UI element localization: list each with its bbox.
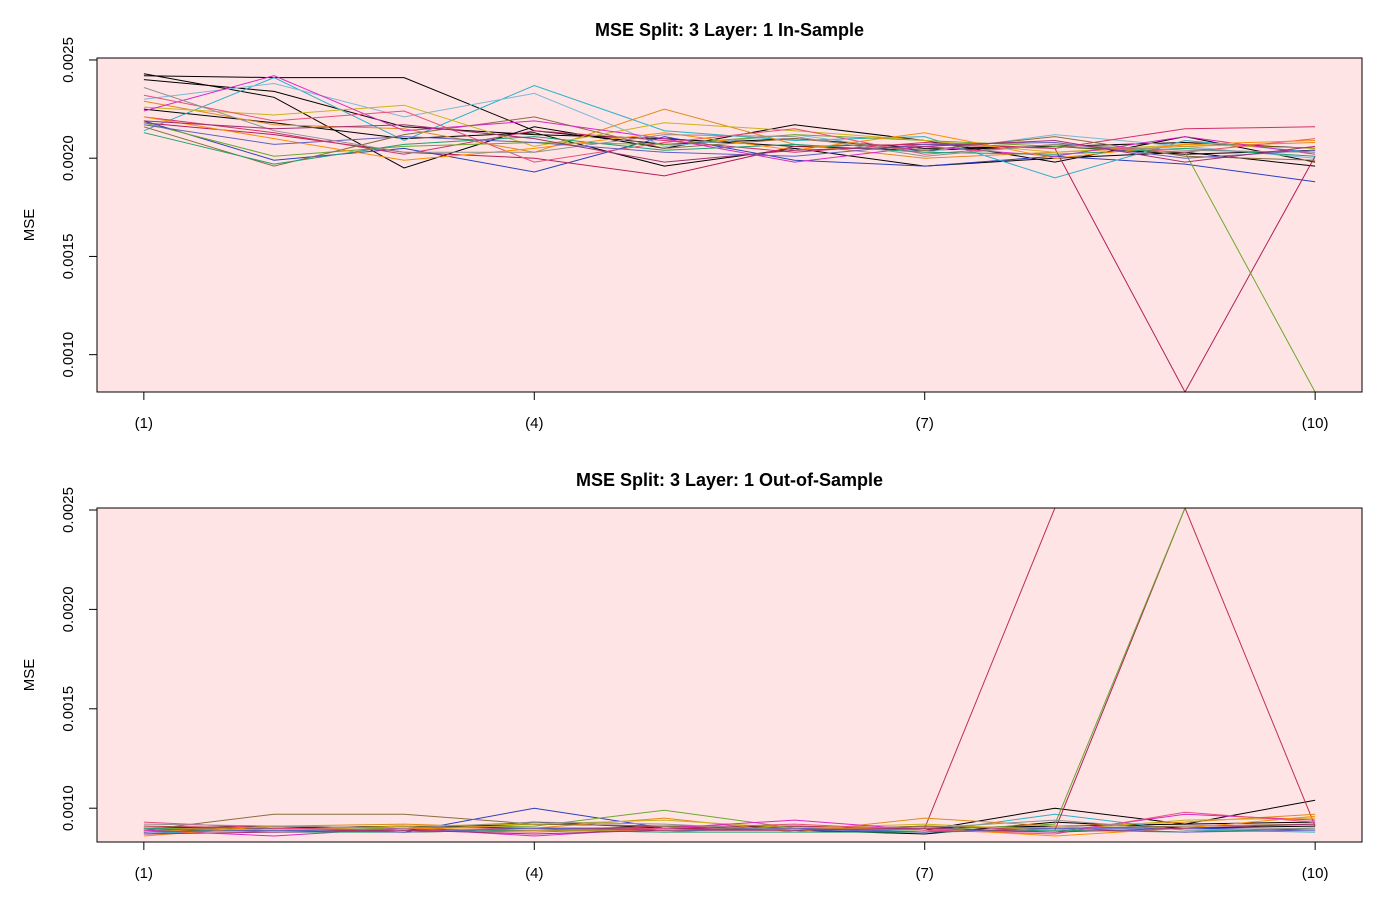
plot-background xyxy=(97,58,1362,392)
x-tick-label: (7) xyxy=(916,415,934,432)
x-tick-label: (4) xyxy=(525,865,543,882)
y-axis-label: MSE xyxy=(21,659,38,692)
chart-panel-1: (1) (4) (7) (10) 0.0010 0.0015 0.0020 0.0025 MSE… xyxy=(21,20,1363,432)
x-tick-label: (7) xyxy=(916,865,934,882)
plot-background xyxy=(97,508,1362,842)
chart-panel-2: (1) (4) (7) (10) 0.0010 0.0015 0.0020 0.0025 MSE… xyxy=(21,470,1363,882)
y-tick-label: 0.0025 xyxy=(60,487,77,533)
y-tick-label: 0.0015 xyxy=(60,686,77,732)
series-line-14 xyxy=(143,75,1316,163)
series-line-19 xyxy=(143,87,1316,157)
x-tick-label: (1) xyxy=(135,865,153,882)
x-tick-label: (10) xyxy=(1302,415,1329,432)
y-tick-label: 0.0015 xyxy=(60,233,77,279)
series-group xyxy=(143,508,1316,837)
series-line-9 xyxy=(143,813,1316,831)
series-line-18 xyxy=(143,124,1316,159)
series-line-17 xyxy=(143,819,1316,831)
series-line-7 xyxy=(143,82,1316,159)
y-tick-label: 0.0010 xyxy=(60,332,77,378)
y-axis-label: MSE xyxy=(21,209,38,242)
series-line-13 xyxy=(143,811,1316,835)
series-line-14 xyxy=(143,827,1316,833)
chart-title: MSE Split: 3 Layer: 1 Out-of-Sample xyxy=(576,470,883,490)
series-group xyxy=(143,73,1316,392)
series-line-10 xyxy=(143,813,1316,833)
x-tick-label: (1) xyxy=(135,415,153,432)
series-line-20 xyxy=(143,120,1316,163)
y-tick-label: 0.0010 xyxy=(60,785,77,831)
x-tick-label: (10) xyxy=(1302,865,1329,882)
y-tick-label: 0.0020 xyxy=(60,135,77,181)
series-line-9 xyxy=(143,116,1316,155)
y-tick-label: 0.0020 xyxy=(60,586,77,632)
y-tick-label: 0.0025 xyxy=(60,37,77,83)
chart-title: MSE Split: 3 Layer: 1 In-Sample xyxy=(595,20,864,40)
series-line-18 xyxy=(143,823,1316,835)
x-tick-label: (4) xyxy=(525,415,543,432)
series-line-3 xyxy=(143,108,1316,167)
